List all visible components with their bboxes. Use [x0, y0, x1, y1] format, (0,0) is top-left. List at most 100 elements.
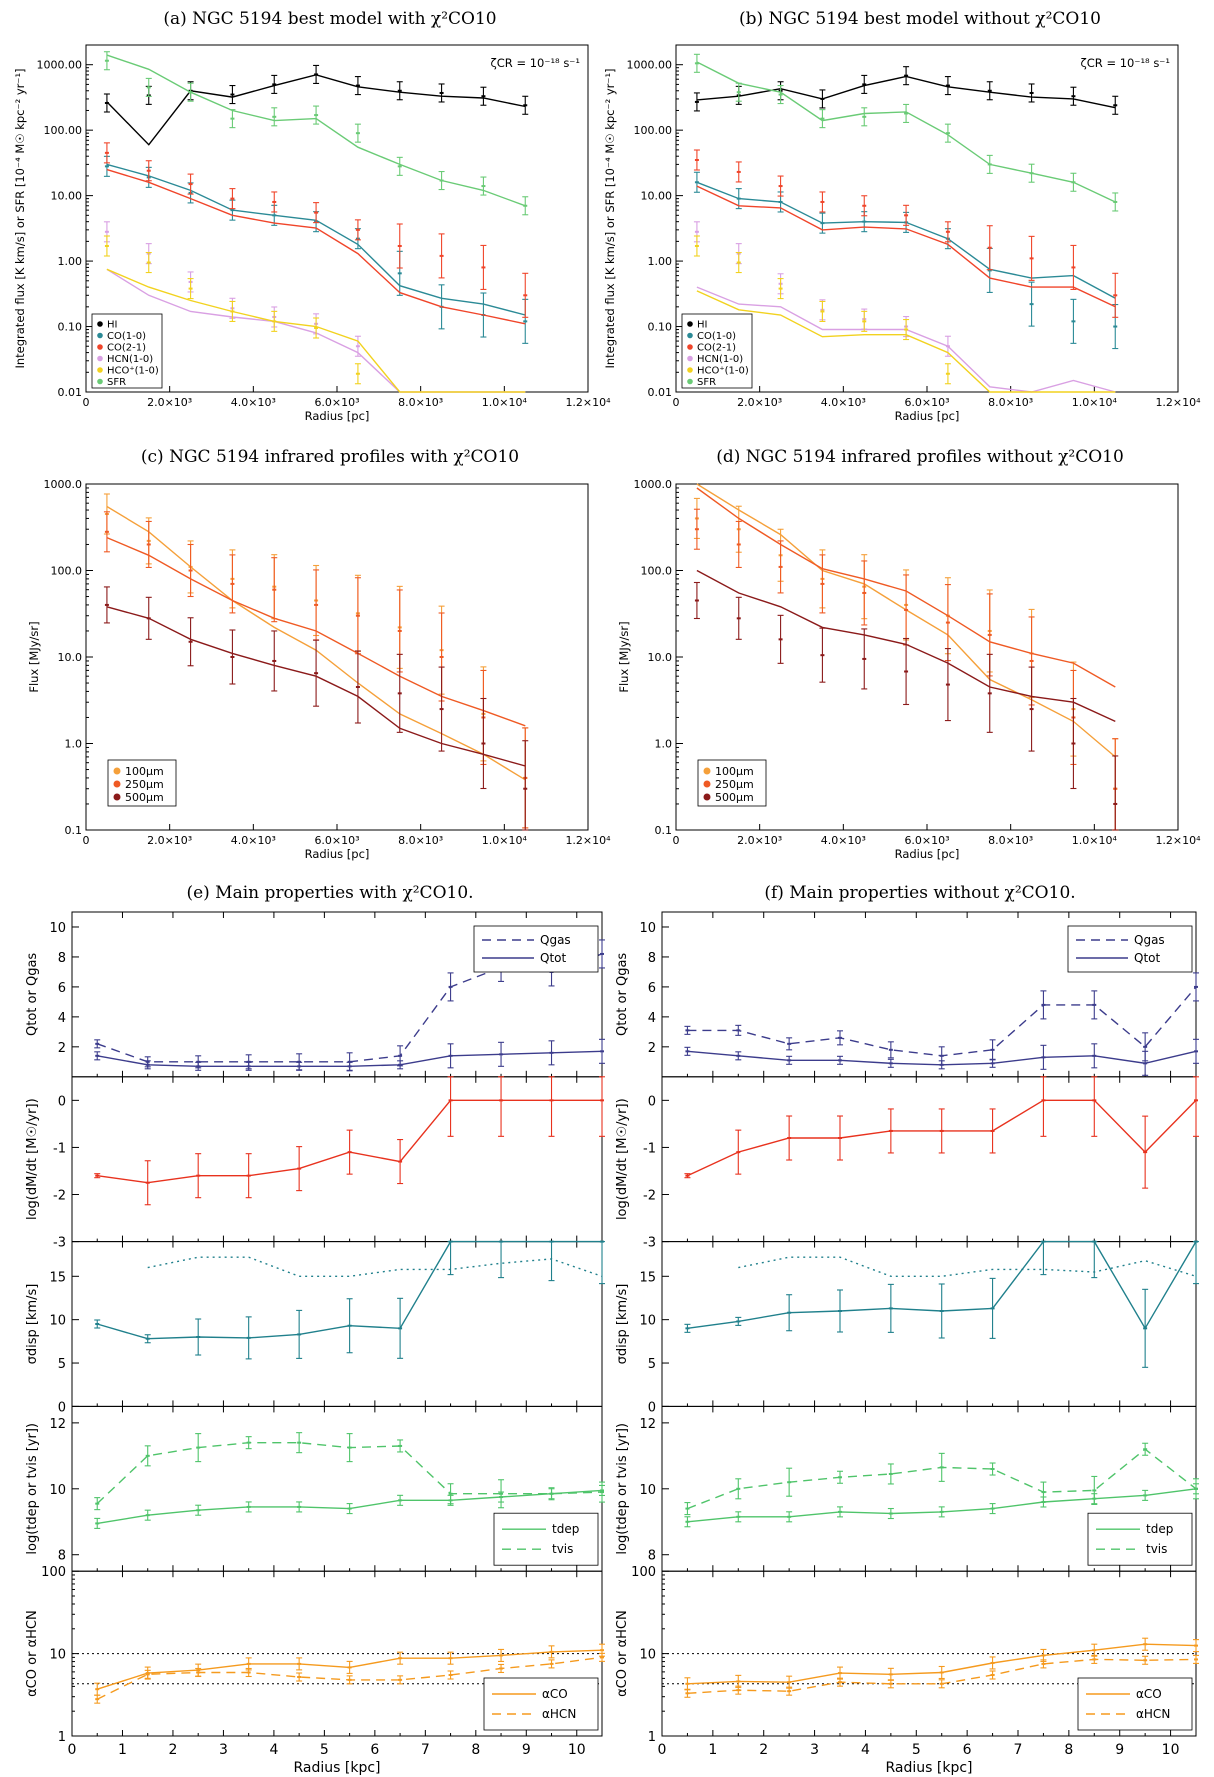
y-tick-label: 10.0 — [58, 651, 83, 664]
y-tick-label: 0 — [58, 1094, 66, 1109]
legend: Qgas Qtot — [473, 925, 599, 973]
data-point-HCN — [354, 335, 361, 357]
y-tick-label: 10 — [49, 921, 66, 936]
x-tick-label: 1.0×10⁴ — [482, 834, 528, 847]
x-tick-label: 6.0×10³ — [314, 834, 359, 847]
data-point-Qtot — [346, 1061, 353, 1071]
data-point-dMdt — [1040, 1076, 1047, 1137]
y-tick-label: -1 — [643, 1141, 656, 1156]
data-point-tdep — [94, 1517, 101, 1529]
y-tick-label: 5 — [648, 1357, 656, 1372]
data-point-IR500 — [229, 629, 236, 685]
y-tick-label: 8 — [648, 1549, 656, 1564]
data-point-tvis — [144, 1445, 151, 1467]
x-tick-label: 2 — [759, 1742, 768, 1758]
data-point-sigma — [498, 1240, 505, 1279]
data-point-Qtot — [938, 1060, 945, 1070]
y-tick-label: -3 — [53, 1236, 66, 1251]
data-point-Qtot — [1091, 1043, 1098, 1069]
data-point-HI — [1070, 86, 1077, 106]
data-point-HI — [229, 84, 236, 105]
data-point-tvis — [397, 1439, 404, 1453]
data-point-IR250 — [103, 511, 110, 553]
y-tick-label: 4 — [58, 1011, 66, 1026]
x-tick-label: 5 — [320, 1742, 329, 1758]
data-point-HCOp — [271, 310, 278, 332]
data-point-aHCN — [938, 1679, 945, 1689]
legend-marker-IR500 — [703, 793, 711, 801]
x-tick-label: 2.0×10³ — [737, 834, 782, 847]
data-point-Qtot — [735, 1051, 742, 1061]
data-point-aHCN — [837, 1677, 843, 1687]
x-tick-label: 1.0×10⁴ — [1072, 834, 1118, 847]
y-tick-label: 10 — [639, 1648, 656, 1663]
legend-marker-HCN — [687, 355, 693, 362]
y-tick-label: 10 — [49, 1648, 66, 1663]
data-point-CO21 — [354, 219, 361, 241]
x-axis-label: Radius [pc] — [895, 847, 960, 861]
legend-label: HI — [107, 320, 117, 331]
data-point-tdep — [498, 1491, 505, 1503]
y-tick-label: 0.1 — [65, 824, 83, 837]
legend-box — [681, 313, 753, 389]
x-tick-label: 5 — [912, 1742, 921, 1758]
y-tick-label: 0.1 — [655, 824, 673, 837]
data-point-CO21 — [1070, 244, 1077, 290]
legend-marker-CO10 — [97, 332, 103, 339]
data-point-tdep — [735, 1511, 742, 1523]
legend: αCO αHCN — [483, 1677, 599, 1731]
data-point-CO21 — [777, 175, 784, 197]
data-point-sigma — [346, 1298, 353, 1354]
data-point-IR500 — [777, 614, 784, 664]
legend-marker-IR100 — [703, 767, 711, 775]
data-point-tdep — [887, 1507, 894, 1520]
data-point-aCO — [548, 1645, 555, 1659]
data-point-HCOp — [103, 235, 110, 257]
y-tick-label: 15 — [639, 1270, 656, 1285]
data-point-HCOp — [777, 278, 784, 300]
y-tick-label: 100.0 — [641, 565, 673, 578]
y-tick-label: 1.00 — [58, 255, 83, 268]
title-e: (e) Main properties with χ²CO10. — [186, 883, 473, 903]
legend-label: tdep — [552, 1522, 579, 1536]
y-tick-label: 1000.00 — [627, 59, 673, 72]
data-point-HCOp — [693, 235, 700, 257]
legend-marker-HCN — [97, 355, 103, 362]
x-tick-label: 0 — [673, 396, 680, 409]
data-point-Qtot — [786, 1055, 793, 1065]
data-point-dMdt — [1193, 1076, 1199, 1137]
data-point-sigma — [548, 1240, 555, 1282]
y-tick-label: -1 — [53, 1141, 66, 1156]
legend-box — [493, 1512, 599, 1566]
x-tick-label: 4 — [861, 1742, 870, 1758]
data-point-aCO — [989, 1656, 996, 1670]
y-tick-label: 15 — [49, 1270, 66, 1285]
chart-c: 0.1 1.0 10.0 100.0 1000.0 0 2.0×10³ 4.0×10³ 6.0×… — [27, 478, 611, 861]
data-point-Qtot — [989, 1058, 996, 1068]
x-tick-label: 8 — [1064, 1742, 1073, 1758]
data-point-sigma — [837, 1289, 843, 1333]
data-point-tdep — [1142, 1489, 1149, 1501]
data-point-aHCN — [786, 1686, 793, 1696]
y-axis-label: αCO or αHCN — [25, 1610, 40, 1697]
legend-label: HI — [697, 320, 707, 331]
x-tick-label: 8.0×10³ — [988, 396, 1033, 409]
data-point-sigma — [786, 1294, 793, 1332]
data-point-tdep — [447, 1494, 454, 1506]
data-point-CO10 — [1070, 298, 1077, 344]
data-point-Qgas — [837, 1030, 843, 1046]
data-point-aHCN — [498, 1663, 505, 1674]
data-point-CO21 — [986, 225, 993, 271]
data-point-sigma — [1142, 1288, 1149, 1368]
data-point-dMdt — [94, 1173, 101, 1179]
data-point-HI — [396, 81, 403, 101]
data-point-IR250 — [271, 557, 278, 623]
data-point-sigma — [144, 1334, 151, 1344]
data-point-SFR — [1070, 172, 1077, 192]
data-point-tdep — [397, 1494, 404, 1506]
data-point-CO21 — [480, 244, 487, 290]
x-tick-label: 4.0×10³ — [821, 834, 866, 847]
data-point-IR500 — [313, 639, 320, 707]
